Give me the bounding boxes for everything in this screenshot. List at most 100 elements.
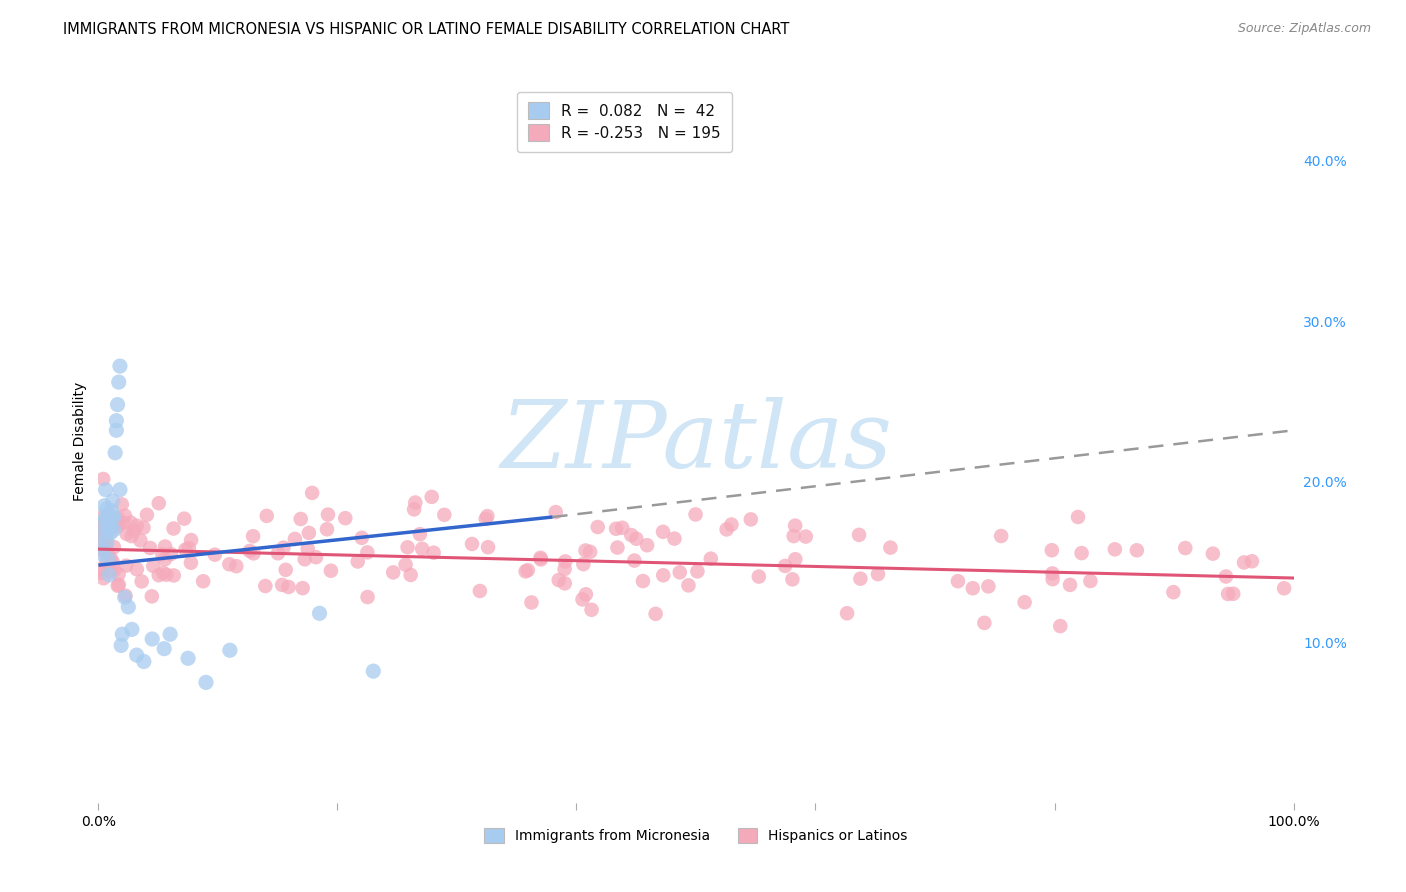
- Point: [112, 516, 135, 530]
- Point: [346, 554, 368, 568]
- Point: [316, 522, 339, 536]
- Point: [477, 540, 499, 554]
- Point: [90, 566, 112, 580]
- Point: [422, 546, 444, 560]
- Point: [515, 565, 537, 579]
- Point: [477, 509, 499, 524]
- Point: [835, 607, 858, 621]
- Point: [103, 563, 125, 577]
- Point: [794, 530, 817, 544]
- Point: [90, 562, 112, 576]
- Point: [97, 508, 120, 523]
- Point: [547, 573, 569, 587]
- Point: [195, 675, 218, 690]
- Point: [91, 526, 114, 541]
- Point: [125, 648, 148, 662]
- Point: [686, 565, 709, 579]
- Point: [94, 526, 117, 541]
- Point: [103, 523, 125, 537]
- Text: Source: ZipAtlas.com: Source: ZipAtlas.com: [1237, 22, 1371, 36]
- Point: [1126, 543, 1149, 558]
- Point: [468, 584, 491, 599]
- Point: [191, 574, 214, 589]
- Point: [139, 541, 162, 555]
- Point: [396, 541, 419, 555]
- Point: [782, 529, 804, 543]
- Point: [1202, 547, 1225, 561]
- Point: [103, 540, 125, 554]
- Point: [89, 523, 111, 537]
- Point: [96, 502, 118, 516]
- Point: [89, 534, 111, 549]
- Point: [132, 655, 155, 669]
- Point: [121, 529, 143, 543]
- Point: [298, 525, 321, 540]
- Point: [256, 508, 278, 523]
- Point: [93, 515, 115, 529]
- Point: [402, 502, 425, 516]
- Point: [1163, 585, 1185, 599]
- Text: IMMIGRANTS FROM MICRONESIA VS HISPANIC OR LATINO FEMALE DISABILITY CORRELATION C: IMMIGRANTS FROM MICRONESIA VS HISPANIC O…: [63, 22, 790, 37]
- Point: [107, 579, 129, 593]
- Point: [1059, 578, 1081, 592]
- Point: [1216, 587, 1239, 601]
- Point: [1040, 566, 1063, 581]
- Point: [135, 508, 157, 522]
- Point: [89, 541, 111, 556]
- Point: [89, 524, 111, 538]
- Point: [131, 574, 153, 589]
- Point: [107, 398, 129, 412]
- Point: [108, 359, 131, 373]
- Point: [554, 576, 576, 591]
- Point: [91, 547, 114, 561]
- Point: [121, 623, 143, 637]
- Point: [1042, 572, 1064, 586]
- Point: [586, 520, 609, 534]
- Point: [104, 446, 127, 460]
- Point: [101, 556, 124, 570]
- Point: [160, 547, 183, 561]
- Point: [153, 552, 176, 566]
- Point: [100, 511, 122, 525]
- Point: [664, 532, 686, 546]
- Point: [420, 490, 443, 504]
- Point: [90, 522, 112, 536]
- Point: [117, 599, 139, 614]
- Point: [411, 541, 433, 556]
- Point: [271, 578, 294, 592]
- Point: [652, 568, 675, 582]
- Point: [96, 554, 118, 568]
- Point: [356, 545, 378, 559]
- Point: [720, 517, 742, 532]
- Point: [301, 486, 323, 500]
- Point: [623, 553, 645, 567]
- Text: ZIPatlas: ZIPatlas: [501, 397, 891, 486]
- Point: [153, 540, 176, 554]
- Point: [773, 558, 796, 573]
- Point: [105, 414, 128, 428]
- Point: [142, 558, 165, 573]
- Point: [652, 524, 675, 539]
- Point: [356, 590, 378, 604]
- Point: [319, 564, 342, 578]
- Point: [571, 592, 593, 607]
- Point: [219, 643, 242, 657]
- Point: [544, 505, 567, 519]
- Point: [350, 531, 373, 545]
- Point: [433, 508, 456, 522]
- Point: [363, 664, 385, 678]
- Point: [394, 558, 416, 572]
- Point: [91, 541, 114, 555]
- Point: [100, 551, 122, 566]
- Point: [685, 508, 707, 522]
- Point: [335, 511, 357, 525]
- Point: [636, 538, 658, 552]
- Point: [90, 539, 112, 553]
- Point: [115, 558, 138, 573]
- Point: [96, 520, 118, 534]
- Point: [141, 632, 163, 646]
- Point: [96, 532, 118, 546]
- Point: [305, 550, 328, 565]
- Point: [204, 548, 226, 562]
- Point: [155, 567, 177, 582]
